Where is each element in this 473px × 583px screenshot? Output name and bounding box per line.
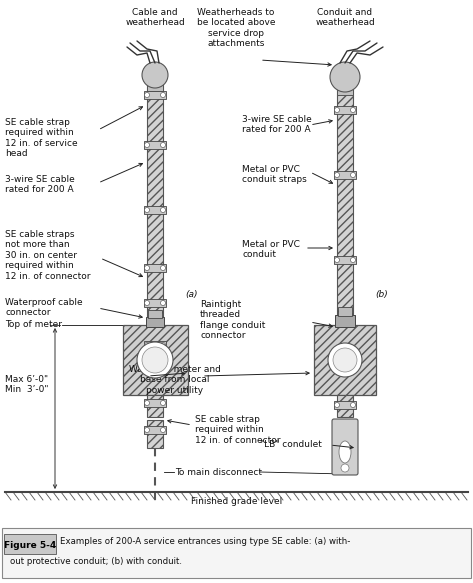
Bar	[144, 299, 166, 307]
Text: Weatherheads to
be located above
service drop
attachments: Weatherheads to be located above service…	[197, 8, 275, 48]
Text: Top of meter: Top of meter	[5, 320, 62, 329]
Circle shape	[144, 300, 149, 305]
Circle shape	[160, 208, 166, 212]
Text: Metal or PVC
conduit straps: Metal or PVC conduit straps	[242, 165, 307, 184]
Bar	[334, 171, 356, 179]
Bar	[144, 399, 166, 407]
Circle shape	[144, 342, 149, 347]
Bar	[144, 264, 166, 272]
Bar	[4, 534, 56, 554]
Bar	[144, 91, 166, 99]
Circle shape	[144, 208, 149, 212]
Circle shape	[160, 142, 166, 147]
Text: SE cable straps
not more than
30 in. on center
required within
12 in. of connect: SE cable straps not more than 30 in. on …	[5, 230, 90, 280]
Circle shape	[334, 258, 340, 262]
Circle shape	[160, 427, 166, 433]
Circle shape	[333, 348, 357, 372]
Text: 3-wire SE cable
rated for 200 A: 3-wire SE cable rated for 200 A	[5, 175, 75, 194]
Bar	[148, 310, 162, 318]
Circle shape	[334, 402, 340, 408]
Bar	[314, 325, 376, 395]
Text: Finished grade level: Finished grade level	[191, 497, 282, 506]
Text: (a): (a)	[185, 290, 198, 300]
Text: "LB" condulet: "LB" condulet	[260, 440, 322, 449]
Circle shape	[144, 427, 149, 433]
Circle shape	[350, 107, 356, 113]
Bar	[144, 141, 166, 149]
Text: Cable and
weatherhead: Cable and weatherhead	[125, 8, 185, 27]
Bar	[2, 528, 471, 578]
Circle shape	[144, 265, 149, 271]
Circle shape	[160, 300, 166, 305]
Bar	[337, 395, 353, 417]
Bar	[337, 83, 353, 317]
Text: Raintight
threaded
flange conduit
connector: Raintight threaded flange conduit connec…	[200, 300, 265, 340]
Circle shape	[137, 342, 173, 378]
Circle shape	[142, 62, 168, 88]
Text: Metal or PVC
conduit: Metal or PVC conduit	[242, 240, 300, 259]
Bar	[146, 317, 164, 327]
Bar	[334, 256, 356, 264]
Bar	[335, 315, 355, 327]
Bar	[144, 426, 166, 434]
Circle shape	[350, 258, 356, 262]
Circle shape	[334, 173, 340, 177]
Text: To main disconnect: To main disconnect	[175, 468, 262, 477]
Ellipse shape	[339, 441, 351, 463]
Text: 3-wire SE cable
rated for 200 A: 3-wire SE cable rated for 200 A	[242, 115, 312, 135]
Circle shape	[160, 342, 166, 347]
Text: SE cable strap
required within
12 in. of service
head: SE cable strap required within 12 in. of…	[5, 118, 78, 158]
Text: SE cable strap
required within
12 in. of connector: SE cable strap required within 12 in. of…	[195, 415, 280, 445]
Bar	[147, 83, 163, 317]
Circle shape	[350, 173, 356, 177]
Circle shape	[330, 62, 360, 92]
Bar	[337, 89, 353, 95]
Circle shape	[160, 93, 166, 97]
Bar	[144, 206, 166, 214]
Circle shape	[142, 347, 168, 373]
Bar	[334, 106, 356, 114]
Text: Watthour meter and
base from local
power utility: Watthour meter and base from local power…	[129, 365, 221, 395]
Circle shape	[144, 93, 149, 97]
Circle shape	[144, 142, 149, 147]
Bar	[123, 325, 187, 395]
Bar	[338, 307, 352, 316]
Circle shape	[160, 401, 166, 406]
Text: (b): (b)	[375, 290, 388, 300]
Bar	[334, 401, 356, 409]
Text: Examples of 200-A service entrances using type SE cable: (a) with-: Examples of 200-A service entrances usin…	[60, 536, 350, 546]
Bar	[147, 420, 163, 448]
Bar	[147, 83, 163, 91]
Text: out protective conduit; (b) with conduit.: out protective conduit; (b) with conduit…	[10, 557, 182, 566]
FancyBboxPatch shape	[332, 419, 358, 475]
Bar	[147, 395, 163, 417]
Circle shape	[144, 401, 149, 406]
Circle shape	[341, 464, 349, 472]
Circle shape	[334, 107, 340, 113]
Circle shape	[160, 265, 166, 271]
Text: Figure 5-4: Figure 5-4	[4, 540, 56, 550]
Text: Conduit and
weatherhead: Conduit and weatherhead	[315, 8, 375, 27]
Text: Max 6’-0"
Min  3’-0": Max 6’-0" Min 3’-0"	[5, 375, 49, 395]
Circle shape	[350, 402, 356, 408]
Circle shape	[328, 343, 362, 377]
Bar	[144, 341, 166, 349]
Text: Waterproof cable
connector: Waterproof cable connector	[5, 298, 83, 317]
